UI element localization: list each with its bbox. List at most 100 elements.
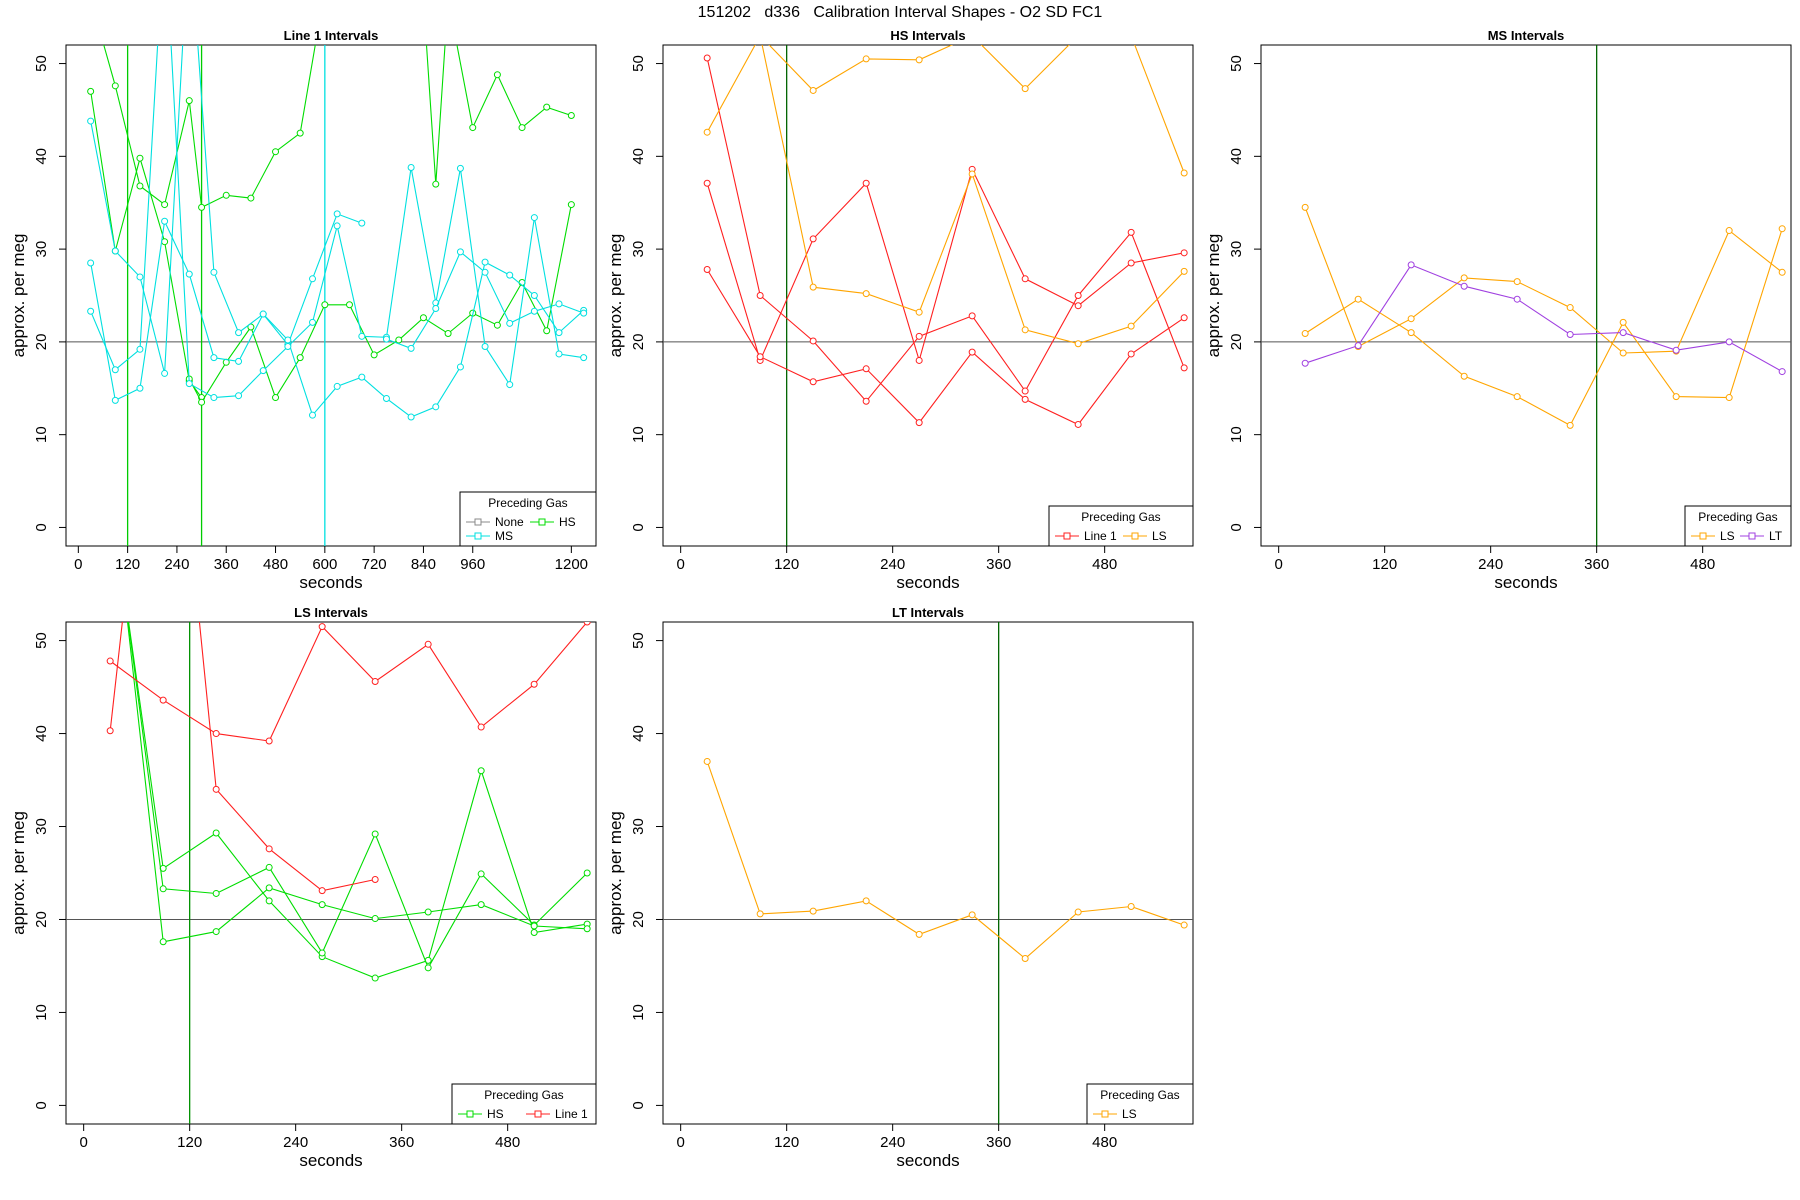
- data-point: [432, 304, 440, 312]
- series-ms: [87, 45, 588, 402]
- series-ls: [1301, 225, 1786, 429]
- panel-ms: MS Intervals 0 120 240 360 480 seconds 0 10 20 30 4…: [1204, 28, 1792, 592]
- data-point: [481, 343, 489, 351]
- x-tick-label: 360: [1584, 556, 1609, 573]
- data-point: [1672, 393, 1680, 401]
- x-tick-label: 480: [1092, 1134, 1117, 1151]
- data-point: [477, 870, 485, 878]
- data-point: [915, 332, 923, 340]
- legend-entry: MS: [466, 529, 513, 543]
- x-axis-label: seconds: [896, 1151, 959, 1170]
- x-tick-label: 120: [115, 556, 140, 573]
- y-axis: 0 10 20 30 40 50 approx. per meg: [9, 55, 67, 532]
- legend-label: Line 1: [555, 1107, 588, 1121]
- data-point: [506, 319, 514, 327]
- data-point: [1074, 908, 1082, 916]
- data-point: [371, 876, 379, 884]
- series-line: [1305, 264, 1783, 373]
- y-tick-label: 20: [1228, 334, 1245, 351]
- legend-label: HS: [487, 1107, 504, 1121]
- plot-frame: [662, 44, 1194, 547]
- data-point: [1021, 387, 1029, 395]
- series-line: [126, 622, 588, 943]
- data-point: [809, 337, 817, 345]
- data-point: [333, 382, 341, 390]
- data-point: [1407, 315, 1415, 323]
- legend-entry: Line 1: [526, 1107, 588, 1121]
- data-point: [358, 373, 366, 381]
- data-point: [862, 55, 870, 63]
- x-tick-label: 1200: [555, 556, 588, 573]
- data-point: [265, 884, 273, 892]
- data-point: [296, 354, 304, 362]
- data-point: [915, 56, 923, 64]
- x-tick-label: 120: [774, 1134, 799, 1151]
- y-tick-label: 50: [630, 55, 647, 72]
- x-tick-label: 360: [214, 556, 239, 573]
- data-point: [969, 33, 975, 39]
- data-point: [333, 222, 341, 230]
- legend-swatch-marker: [474, 518, 482, 526]
- legend: Preceding Gas HS Line 1: [451, 1083, 597, 1125]
- data-point: [318, 949, 326, 957]
- data-point: [444, 330, 452, 338]
- legend-entry: LS: [1093, 1107, 1137, 1121]
- x-tick-label: 120: [1372, 556, 1397, 573]
- data-point: [1180, 364, 1188, 372]
- data-point: [1127, 902, 1135, 910]
- y-tick-label: 20: [33, 334, 50, 351]
- data-point: [1460, 372, 1468, 380]
- figure-title: 151202 d336 Calibration Interval Shapes …: [698, 4, 1103, 21]
- y-tick-label: 30: [630, 818, 647, 835]
- x-tick-label: 960: [460, 556, 485, 573]
- legend-swatch-marker: [538, 518, 546, 526]
- data-point: [1127, 350, 1135, 358]
- data-point: [136, 273, 144, 281]
- data-point: [106, 727, 114, 735]
- data-point: [530, 680, 538, 688]
- y-tick-label: 20: [630, 911, 647, 928]
- x-tick-label: 840: [411, 556, 436, 573]
- data-point: [1619, 329, 1627, 337]
- data-point: [185, 380, 193, 388]
- data-point: [420, 0, 426, 2]
- legend: Preceding Gas None HS MS: [459, 491, 597, 547]
- x-tick-label: 240: [880, 556, 905, 573]
- data-point: [235, 392, 243, 400]
- data-point: [1672, 346, 1680, 354]
- y-axis: 0 10 20 30 40 50 approx. per meg: [606, 55, 664, 532]
- data-point: [862, 179, 870, 187]
- y-tick-label: 40: [630, 725, 647, 742]
- data-point: [161, 369, 169, 377]
- data-point: [159, 696, 167, 704]
- y-tick-label: 40: [1228, 148, 1245, 165]
- legend-label: LS: [1720, 529, 1735, 543]
- data-point: [862, 897, 870, 905]
- data-point: [159, 938, 167, 946]
- legend-entry: LS: [1691, 529, 1735, 543]
- data-point: [272, 394, 280, 402]
- legend-swatch-marker: [1699, 532, 1707, 540]
- y-tick-label: 0: [33, 1101, 50, 1109]
- data-point: [968, 911, 976, 919]
- data-point: [424, 908, 432, 916]
- legend-title: Preceding Gas: [1081, 510, 1160, 524]
- legend-label: LS: [1122, 1107, 1137, 1121]
- y-tick-label: 30: [33, 818, 50, 835]
- data-point: [196, 610, 202, 616]
- x-axis-label: seconds: [299, 1151, 362, 1170]
- data-point: [1127, 228, 1135, 236]
- data-point: [1513, 295, 1521, 303]
- plot-frame: [65, 44, 597, 547]
- series-line: [90, 45, 362, 374]
- data-point: [1778, 368, 1786, 376]
- y-tick-label: 40: [33, 725, 50, 742]
- panel-lt: LT Intervals 0 120 240 360 480 seconds 0 10 20 30 4…: [606, 605, 1194, 1170]
- series-ls: [1301, 203, 1786, 357]
- data-point: [371, 915, 379, 923]
- data-point: [1778, 225, 1786, 233]
- data-point: [1460, 274, 1468, 282]
- y-axis: 0 10 20 30 40 50 approx. per meg: [1204, 55, 1262, 532]
- data-point: [265, 737, 273, 745]
- data-point: [477, 901, 485, 909]
